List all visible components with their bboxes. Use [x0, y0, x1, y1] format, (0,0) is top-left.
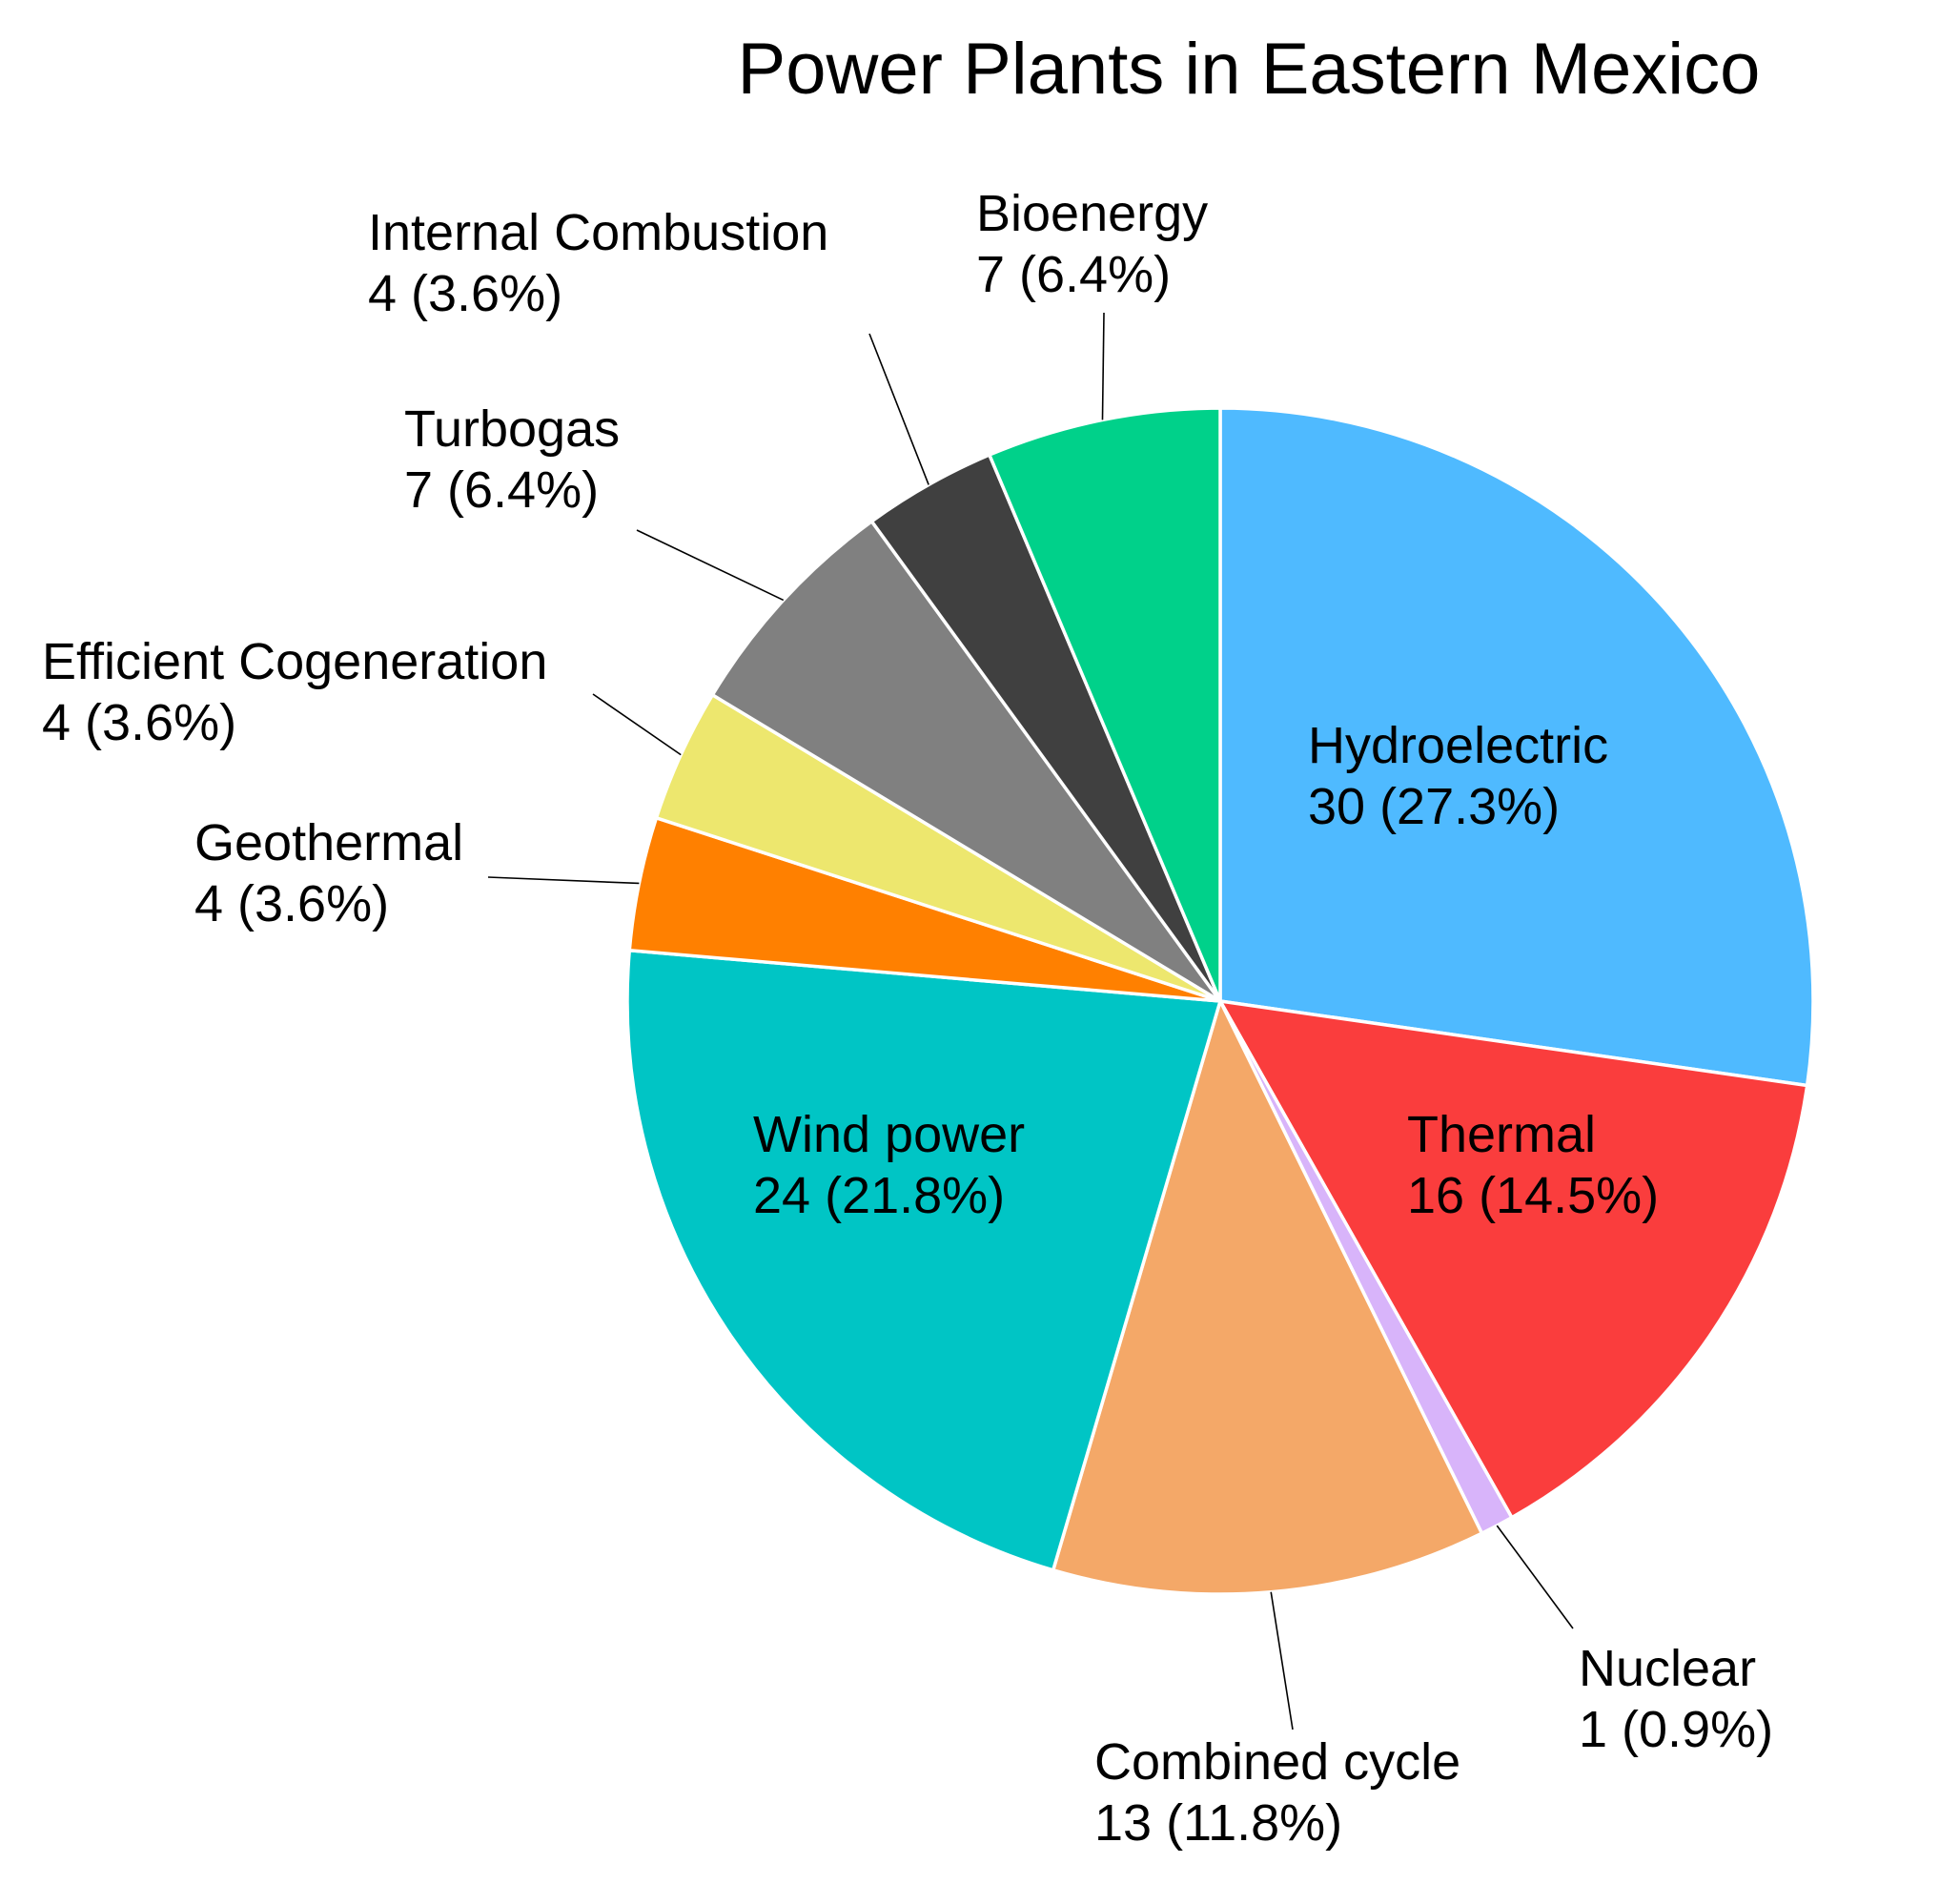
chart-title: Power Plants in Eastern Mexico	[738, 29, 1761, 110]
leader-lines	[487, 312, 1574, 1730]
leader-line-nuclear	[1496, 1525, 1574, 1629]
leader-line-bioenergy	[1101, 312, 1105, 420]
leader-line-combined-cycle	[1270, 1591, 1294, 1730]
slice-value-nuclear: 1 (0.9%)	[1579, 1701, 1773, 1758]
slice-value-thermal: 16 (14.5%)	[1407, 1167, 1659, 1224]
pie-slice-thermal	[1216, 998, 1809, 1520]
pie-slice-combined-cycle	[1051, 996, 1484, 1596]
leader-line-turbogas	[636, 529, 785, 602]
slice-value-bioenergy: 7 (6.4%)	[976, 246, 1171, 303]
slice-label-bioenergy: Bioenergy	[976, 185, 1208, 242]
leader-line-geothermal	[487, 876, 640, 885]
slice-value-internal-combustion: 4 (3.6%)	[368, 265, 562, 322]
slice-label-combined-cycle: Combined cycle	[1094, 1733, 1460, 1791]
pie-slices	[625, 406, 1815, 1596]
slice-label-thermal: Thermal	[1407, 1106, 1596, 1163]
slice-value-efficient-cogeneration: 4 (3.6%)	[42, 694, 236, 751]
pie-slice-wind-power	[625, 948, 1223, 1572]
slice-label-geothermal: Geothermal	[194, 814, 463, 871]
slice-value-turbogas: 7 (6.4%)	[404, 461, 599, 519]
slice-label-nuclear: Nuclear	[1579, 1640, 1756, 1697]
slice-label-turbogas: Turbogas	[404, 400, 620, 458]
slice-label-internal-combustion: Internal Combustion	[368, 204, 828, 261]
leader-line-efficient-cogeneration	[592, 693, 682, 756]
slice-label-hydroelectric: Hydroelectric	[1308, 717, 1608, 774]
slice-label-efficient-cogeneration: Efficient Cogeneration	[42, 633, 547, 690]
slice-value-hydroelectric: 30 (27.3%)	[1308, 778, 1560, 835]
slice-value-wind-power: 24 (21.8%)	[753, 1167, 1005, 1224]
slice-value-combined-cycle: 13 (11.8%)	[1094, 1794, 1342, 1852]
slice-label-wind-power: Wind power	[753, 1106, 1025, 1163]
leader-line-internal-combustion	[868, 333, 929, 485]
pie-slice-hydroelectric	[1218, 406, 1815, 1088]
slice-value-geothermal: 4 (3.6%)	[194, 875, 389, 932]
